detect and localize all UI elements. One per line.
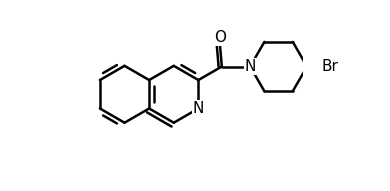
Text: O: O	[214, 30, 226, 45]
Text: N: N	[193, 101, 204, 116]
Text: N: N	[245, 59, 256, 74]
Text: Br: Br	[322, 59, 339, 74]
